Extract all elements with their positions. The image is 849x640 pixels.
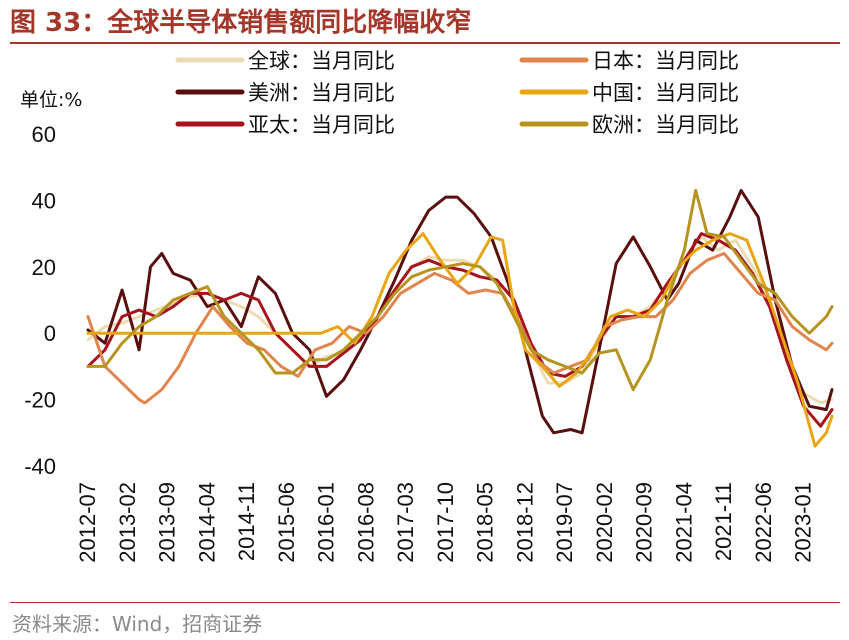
x-tick-label: 2014-04	[194, 482, 219, 563]
x-tick-label: 2016-01	[314, 482, 339, 563]
figure-header: 图 33：全球半导体销售额同比降幅收窄	[0, 0, 849, 44]
legend-label: 全球：当月同比	[248, 49, 395, 73]
x-tick-label: 2016-08	[353, 482, 378, 563]
series-lines	[86, 188, 834, 448]
unit-label: 单位:%	[20, 89, 82, 111]
y-tick-label: 40	[32, 188, 56, 213]
x-tick-label: 2014-11	[234, 482, 259, 561]
x-tick-label: 2019-07	[552, 482, 577, 563]
x-tick-label: 2018-12	[512, 482, 537, 563]
x-tick-label: 2013-09	[155, 482, 180, 563]
x-axis: 2012-07 2013-02 2013-09 2014-04 2014-11 2015-…	[75, 482, 816, 563]
series-line-5	[86, 188, 834, 392]
y-axis: 60 40 20 0 -20 -40	[24, 122, 56, 479]
x-tick-label: 2012-07	[75, 482, 100, 563]
x-tick-label: 2021-11	[711, 482, 736, 561]
series-line-0	[86, 235, 834, 405]
x-tick-label: 2022-06	[751, 482, 776, 563]
series-line-3	[86, 252, 834, 405]
y-tick-label: 0	[44, 321, 56, 346]
legend-label: 美洲：当月同比	[248, 81, 395, 105]
source-divider	[10, 602, 840, 603]
x-tick-label: 2020-02	[592, 482, 617, 563]
x-tick-label: 2023-01	[791, 482, 816, 563]
source-note: 资料来源：Wind，招商证券	[12, 612, 263, 636]
y-tick-label: 60	[32, 122, 56, 147]
legend-label: 亚太：当月同比	[248, 113, 395, 137]
x-tick-label: 2015-06	[274, 482, 299, 563]
x-tick-label: 2021-04	[671, 482, 696, 563]
title-divider	[10, 42, 840, 44]
series-line-4	[86, 232, 834, 448]
x-tick-label: 2013-02	[115, 482, 140, 563]
legend-label: 日本：当月同比	[592, 49, 739, 73]
legend-label: 欧洲：当月同比	[592, 113, 739, 137]
legend-label: 中国：当月同比	[592, 81, 739, 105]
y-tick-label: 20	[32, 255, 56, 280]
y-tick-label: -40	[24, 454, 56, 479]
x-tick-label: 2017-10	[433, 482, 458, 563]
y-tick-label: -20	[24, 388, 56, 413]
series-line-1	[86, 188, 834, 435]
x-tick-label: 2017-03	[393, 482, 418, 563]
figure-title: 图 33：全球半导体销售额同比降幅收窄	[10, 8, 472, 38]
x-tick-label: 2020-09	[632, 482, 657, 563]
x-tick-label: 2018-05	[473, 482, 498, 563]
